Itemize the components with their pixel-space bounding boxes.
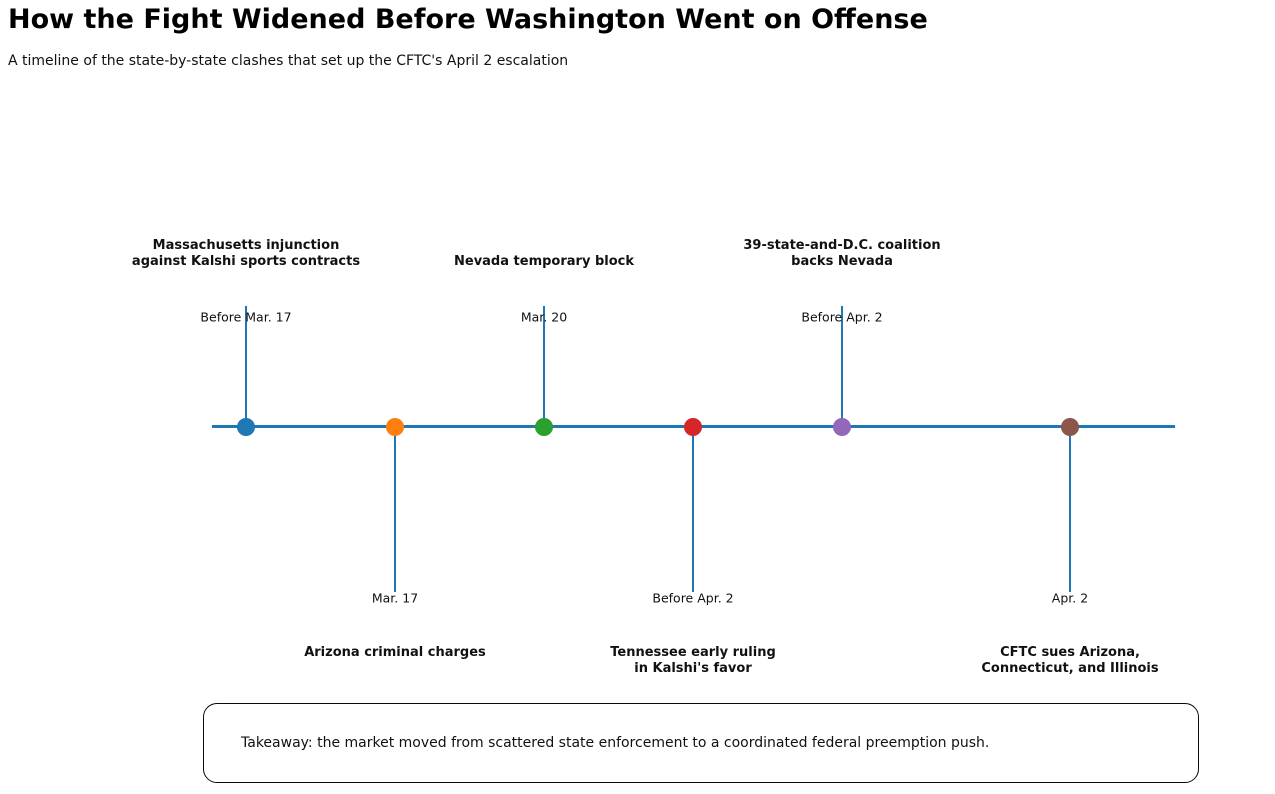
event-stem <box>394 427 396 592</box>
event-dot <box>1061 418 1079 436</box>
event-dot <box>535 418 553 436</box>
event-date: Before Mar. 17 <box>200 309 292 325</box>
event-stem <box>1069 427 1071 592</box>
event-date: Before Apr. 2 <box>652 590 734 606</box>
event-date: Apr. 2 <box>1051 590 1089 606</box>
event-stem <box>543 306 545 427</box>
event-stem <box>841 306 843 427</box>
event-label: Arizona criminal charges <box>304 645 486 660</box>
event-date: Mar. 20 <box>520 309 568 325</box>
takeaway-box: Takeaway: the market moved from scattere… <box>203 703 1199 783</box>
event-date: Mar. 17 <box>371 590 419 606</box>
event-date: Before Apr. 2 <box>801 309 883 325</box>
chart-subtitle: A timeline of the state-by-state clashes… <box>8 53 569 69</box>
chart-title: How the Fight Widened Before Washington … <box>8 4 928 35</box>
event-label: Nevada temporary block <box>453 254 635 269</box>
takeaway-text: Takeaway: the market moved from scattere… <box>241 735 990 751</box>
event-dot <box>237 418 255 436</box>
event-label: CFTC sues Arizona, Connecticut, and Illi… <box>981 645 1159 676</box>
event-dot <box>386 418 404 436</box>
event-dot <box>833 418 851 436</box>
event-label: Tennessee early ruling in Kalshi's favor <box>610 645 776 676</box>
event-stem <box>245 306 247 427</box>
event-label: Massachusetts injunction against Kalshi … <box>131 238 361 269</box>
event-stem <box>692 427 694 592</box>
event-dot <box>684 418 702 436</box>
event-label: 39-state-and-D.C. coalition backs Nevada <box>743 238 941 269</box>
